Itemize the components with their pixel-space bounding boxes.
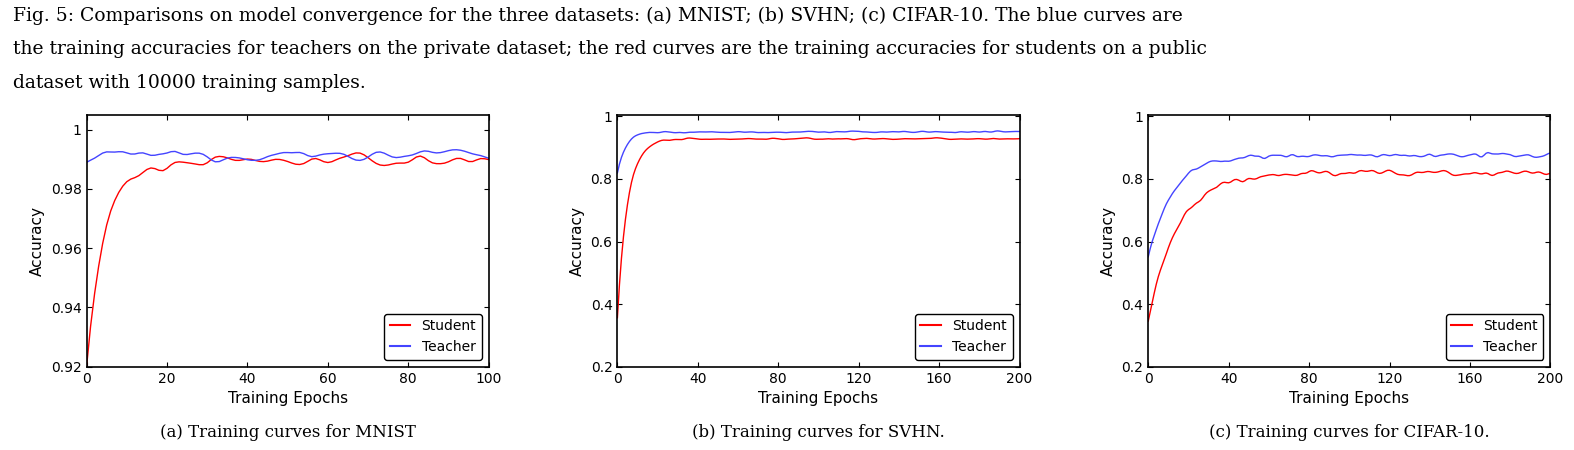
Legend: Student, Teacher: Student, Teacher — [384, 314, 482, 360]
Text: (c) Training curves for CIFAR-10.: (c) Training curves for CIFAR-10. — [1209, 424, 1489, 441]
Text: (b) Training curves for SVHN.: (b) Training curves for SVHN. — [693, 424, 944, 441]
Text: (a) Training curves for MNIST: (a) Training curves for MNIST — [159, 424, 416, 441]
Text: the training accuracies for teachers on the private dataset; the red curves are : the training accuracies for teachers on … — [13, 40, 1206, 58]
Y-axis label: Accuracy: Accuracy — [30, 206, 46, 276]
Y-axis label: Accuracy: Accuracy — [1100, 206, 1116, 276]
Legend: Student, Teacher: Student, Teacher — [914, 314, 1012, 360]
Y-axis label: Accuracy: Accuracy — [570, 206, 586, 276]
X-axis label: Training Epochs: Training Epochs — [228, 391, 348, 406]
Text: dataset with 10000 training samples.: dataset with 10000 training samples. — [13, 74, 365, 92]
Legend: Student, Teacher: Student, Teacher — [1447, 314, 1544, 360]
Text: Fig. 5: Comparisons on model convergence for the three datasets: (a) MNIST; (b) : Fig. 5: Comparisons on model convergence… — [13, 7, 1182, 25]
X-axis label: Training Epochs: Training Epochs — [759, 391, 878, 406]
X-axis label: Training Epochs: Training Epochs — [1289, 391, 1409, 406]
